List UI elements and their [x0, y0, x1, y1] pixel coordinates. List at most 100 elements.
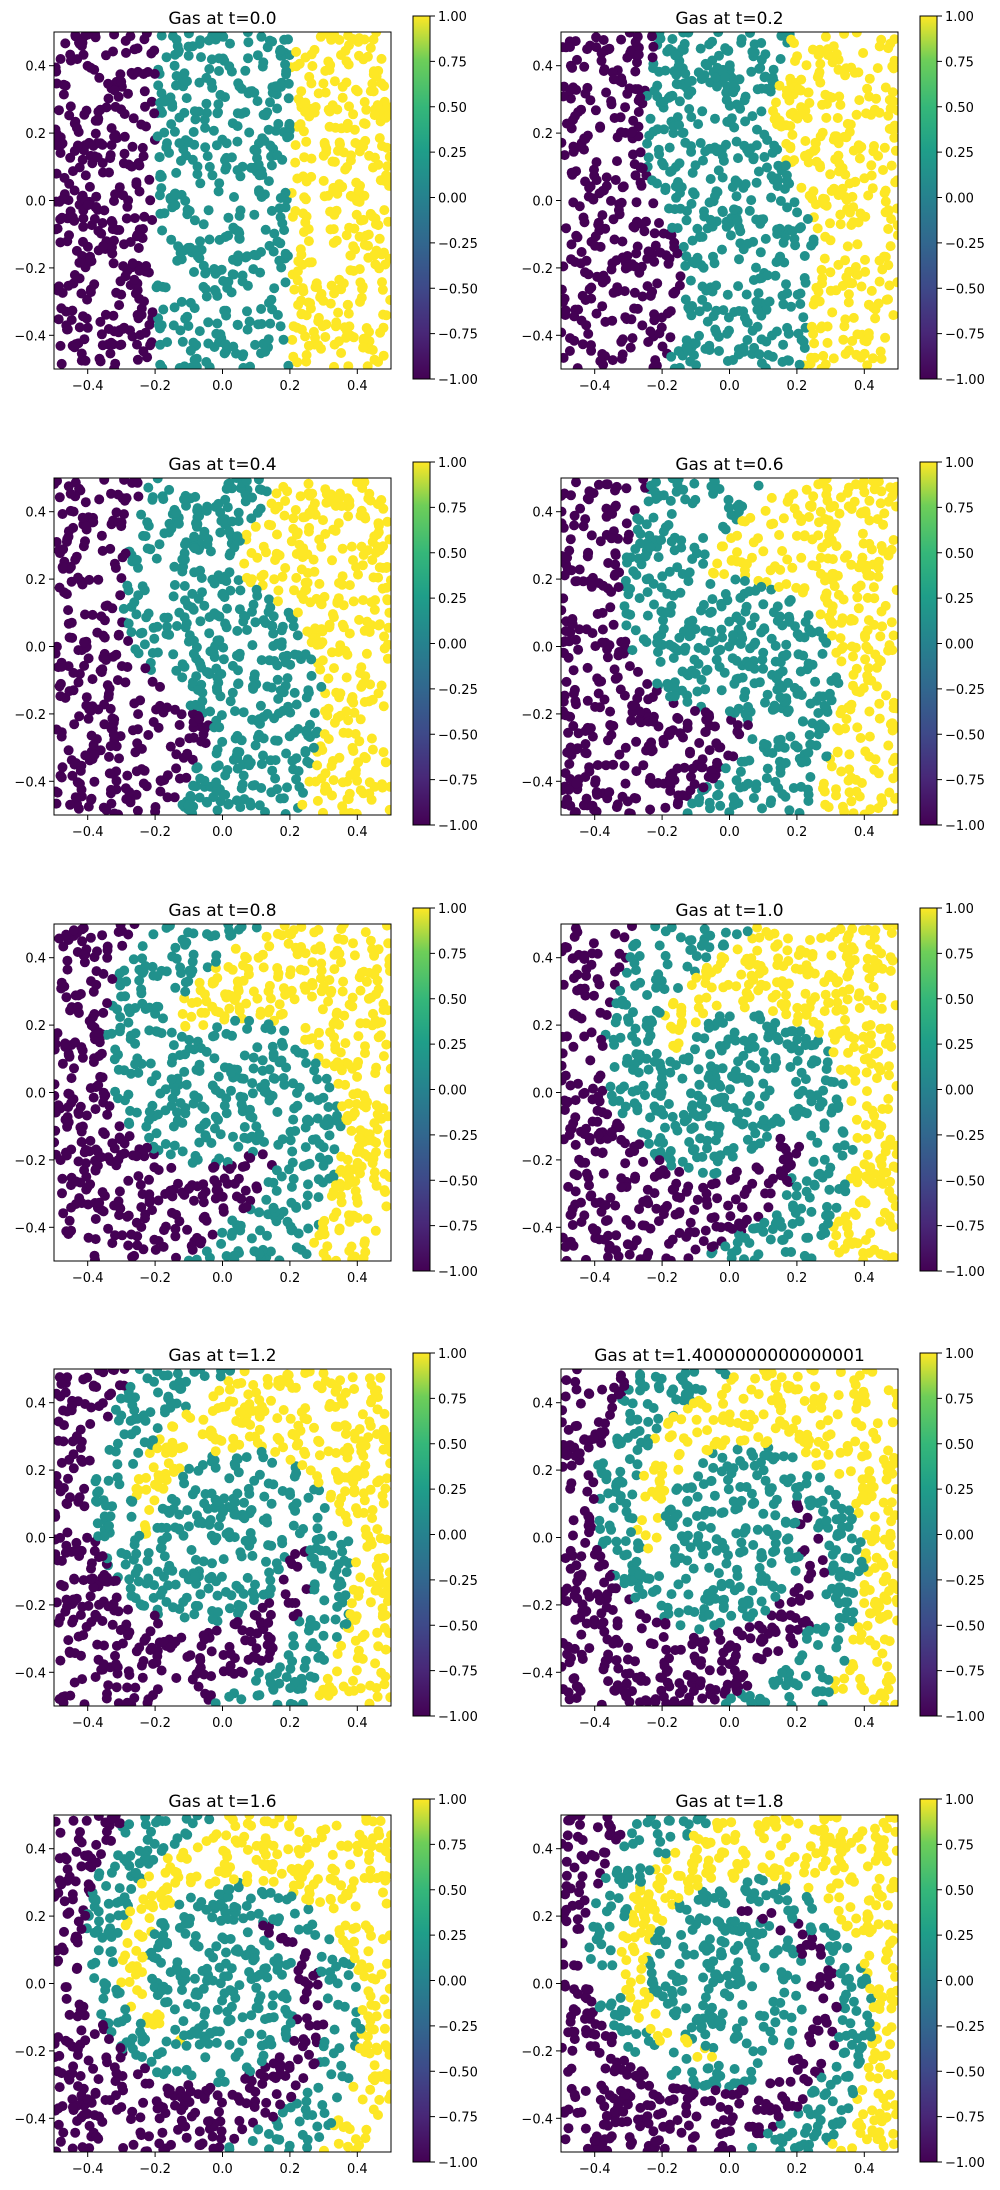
scatter-point [881, 690, 891, 701]
scatter-point [321, 143, 332, 154]
scatter-point [575, 503, 586, 514]
scatter-point [835, 708, 846, 719]
scatter-point [595, 702, 605, 713]
scatter-point [318, 1092, 329, 1103]
scatter-point [583, 328, 594, 339]
scatter-point [171, 665, 182, 676]
scatter-point [747, 46, 758, 57]
scatter-point [767, 72, 778, 83]
scatter-point [54, 196, 65, 207]
scatter-point [355, 785, 366, 796]
scatter-point [217, 1191, 228, 1202]
scatter-point [200, 738, 211, 749]
scatter-point [878, 519, 889, 530]
scatter-point [612, 132, 623, 143]
scatter-point [227, 1227, 238, 1238]
scatter-point [203, 534, 214, 545]
scatter-point [561, 768, 571, 779]
scatter-point [58, 89, 69, 100]
scatter-point [669, 242, 680, 253]
x-tick-label: −0.2 [646, 825, 678, 840]
scatter-point [166, 119, 177, 130]
scatter-point [683, 76, 694, 87]
scatter-point [106, 123, 117, 134]
scatter-point [242, 324, 253, 335]
scatter-point [356, 662, 367, 673]
scatter-point [739, 312, 750, 323]
scatter-point [275, 321, 286, 332]
scatter-point [135, 695, 146, 706]
scatter-point [192, 169, 203, 180]
scatter-point [209, 652, 220, 663]
scatter-point [711, 305, 722, 316]
scatter-point [67, 770, 78, 781]
scatter-point [300, 1142, 311, 1153]
scatter-point [620, 778, 631, 789]
scatter-point [820, 592, 830, 603]
scatter-point [147, 215, 158, 225]
scatter-point [367, 211, 378, 222]
scatter-point [853, 217, 864, 228]
y-tick-label: 0.4 [532, 506, 553, 521]
scatter-point [332, 1007, 342, 1018]
scatter-point [306, 670, 317, 681]
scatter-point [570, 111, 580, 122]
scatter-point [183, 800, 194, 811]
scatter-point [198, 1197, 209, 1208]
scatter-point [873, 563, 884, 574]
scatter-point [579, 61, 590, 72]
scatter-point [122, 201, 133, 212]
scatter-point [63, 618, 74, 629]
scatter-point [254, 1207, 265, 1218]
scatter-point [98, 1087, 109, 1098]
scatter-point [780, 758, 791, 768]
scatter-point [709, 478, 720, 485]
scatter-point [182, 1224, 193, 1235]
scatter-point [630, 261, 641, 272]
scatter-point [230, 706, 240, 717]
scatter-point [358, 678, 368, 689]
scatter-point [195, 236, 205, 247]
scatter-point [195, 35, 206, 46]
scatter-point [96, 611, 107, 622]
scatter-point [601, 87, 612, 98]
scatter-point [775, 657, 786, 668]
scatter-point [211, 762, 221, 773]
scatter-point [732, 547, 742, 558]
scatter-point [287, 334, 298, 345]
scatter-point [694, 232, 705, 243]
scatter-point [649, 85, 660, 96]
scatter-point [698, 599, 709, 610]
scatter-point [729, 204, 739, 215]
scatter-point [379, 1185, 390, 1196]
scatter-point [690, 706, 700, 716]
scatter-point [583, 494, 594, 505]
scatter-point [185, 297, 196, 308]
scatter-point [190, 491, 201, 502]
scatter-point [189, 531, 200, 542]
scatter-point [889, 132, 898, 143]
scatter-point [760, 697, 770, 708]
scatter-point [861, 565, 872, 576]
scatter-point [343, 511, 354, 522]
scatter-point [133, 1171, 144, 1182]
scatter-point [820, 799, 831, 810]
scatter-point [199, 1103, 210, 1114]
scatter-point [114, 182, 125, 193]
scatter-point [252, 50, 263, 61]
scatter-point [109, 326, 120, 337]
scatter-point [122, 580, 133, 591]
scatter-point [160, 1139, 171, 1149]
scatter-point [565, 85, 575, 96]
scatter-point [754, 63, 765, 74]
scatter-point [264, 941, 275, 952]
scatter-point [687, 498, 698, 509]
scatter-point [57, 287, 68, 298]
scatter-point [874, 698, 885, 709]
scatter-point [122, 770, 133, 781]
scatter-point [658, 160, 669, 171]
scatter-point [242, 32, 253, 38]
scatter-point [766, 795, 777, 806]
scatter-point [381, 1201, 391, 1212]
scatter-point [580, 514, 591, 525]
